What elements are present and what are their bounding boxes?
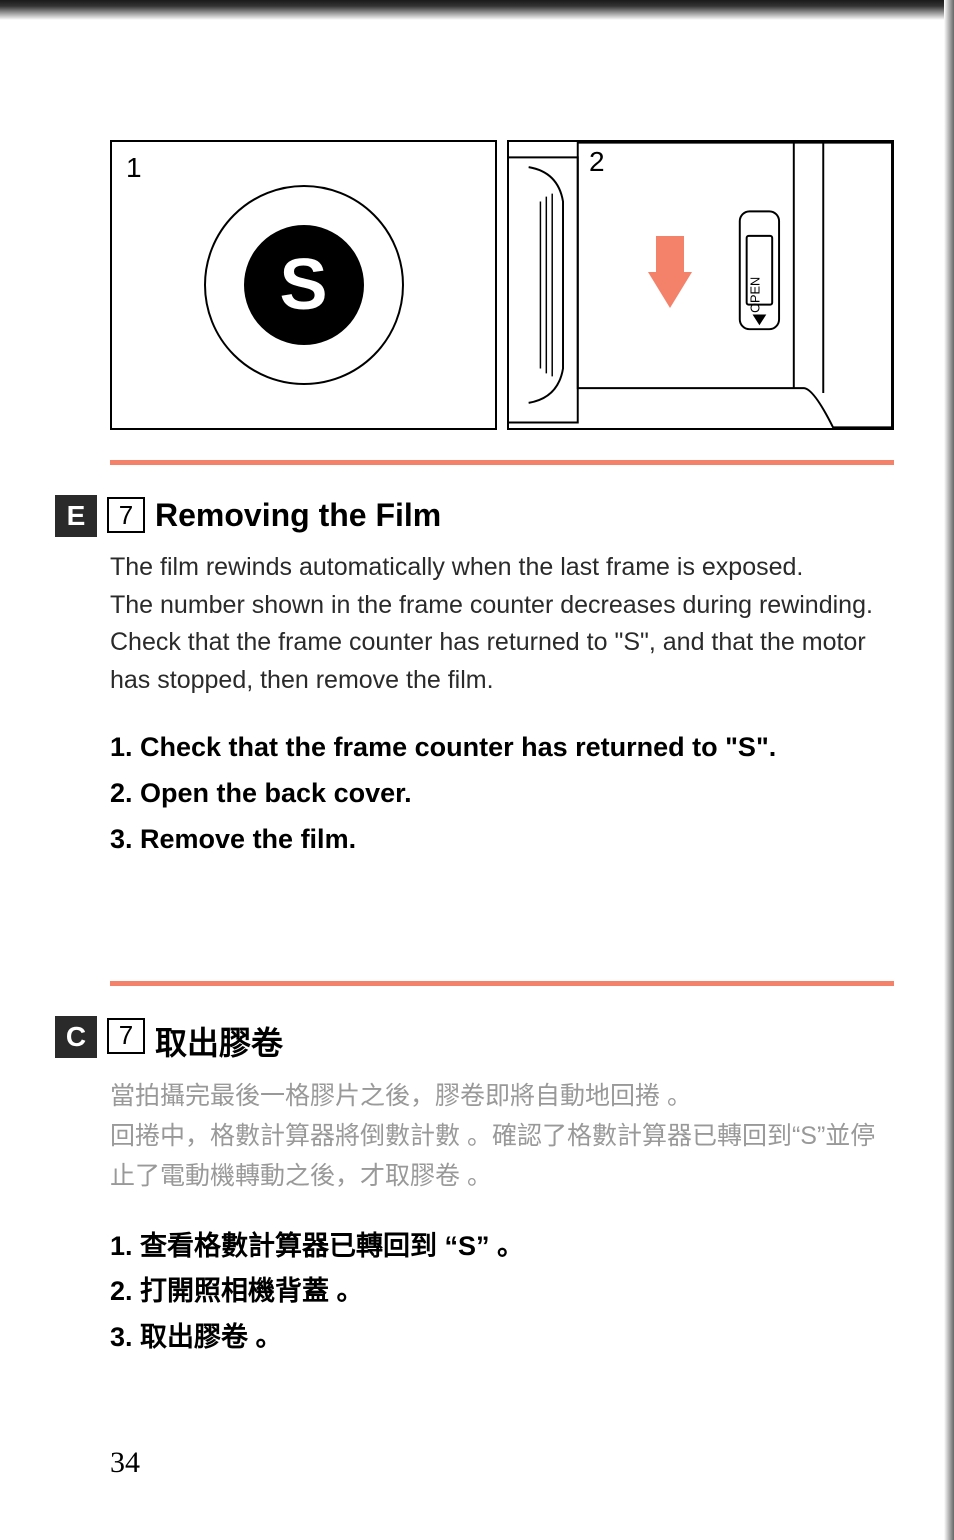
section-e-body: The film rewinds automatically when the … bbox=[110, 549, 894, 699]
figure-1: 1 S bbox=[110, 140, 497, 430]
section-c: C 7 取出膠卷 當拍攝完最後一格膠片之後，膠卷即將自動地回捲 。 回捲中，格數… bbox=[110, 981, 894, 1360]
step-item: 3. 取出膠卷 。 bbox=[110, 1317, 894, 1359]
step-item: 1. 查看格數計算器已轉回到 “S” 。 bbox=[110, 1226, 894, 1268]
language-badge-e: E bbox=[55, 495, 97, 537]
arrow-down-icon bbox=[648, 272, 692, 308]
figure-1-number: 1 bbox=[126, 152, 142, 184]
section-e-steps: 1. Check that the frame counter has retu… bbox=[110, 727, 894, 861]
section-divider bbox=[110, 460, 894, 465]
camera-back-diagram: OPEN bbox=[509, 142, 892, 428]
section-c-steps: 1. 查看格數計算器已轉回到 “S” 。 2. 打開照相機背蓋 。 3. 取出膠… bbox=[110, 1226, 894, 1360]
frame-counter-s-indicator: S bbox=[244, 225, 364, 345]
section-divider bbox=[110, 981, 894, 986]
step-item: 2. Open the back cover. bbox=[110, 773, 894, 815]
section-c-title: 取出膠卷 bbox=[155, 1018, 283, 1064]
step-item: 2. 打開照相機背蓋 。 bbox=[110, 1271, 894, 1313]
page-shadow bbox=[0, 0, 954, 20]
frame-counter-dial: S bbox=[204, 185, 404, 385]
right-edge bbox=[944, 0, 954, 1540]
page-content: 1 S OPEN 2 bbox=[0, 0, 954, 1359]
section-c-body: 當拍攝完最後一格膠片之後，膠卷即將自動地回捲 。 回捲中，格數計算器將倒數計數 … bbox=[110, 1076, 894, 1196]
figures-row: 1 S OPEN 2 bbox=[110, 140, 894, 430]
section-e-title: Removing the Film bbox=[155, 497, 441, 534]
open-button-label: OPEN bbox=[747, 277, 762, 313]
section-e-header: E 7 Removing the Film bbox=[55, 495, 894, 537]
section-c-header: C 7 取出膠卷 bbox=[55, 1016, 894, 1064]
step-item: 3. Remove the film. bbox=[110, 819, 894, 861]
arrow-stem bbox=[656, 236, 684, 276]
figure-2-number: 2 bbox=[589, 146, 605, 178]
step-item: 1. Check that the frame counter has retu… bbox=[110, 727, 894, 769]
step-number-box: 7 bbox=[107, 1018, 145, 1054]
language-badge-c: C bbox=[55, 1016, 97, 1058]
figure-2: OPEN 2 bbox=[507, 140, 894, 430]
step-number-box: 7 bbox=[107, 497, 145, 533]
page-number: 34 bbox=[110, 1446, 140, 1480]
